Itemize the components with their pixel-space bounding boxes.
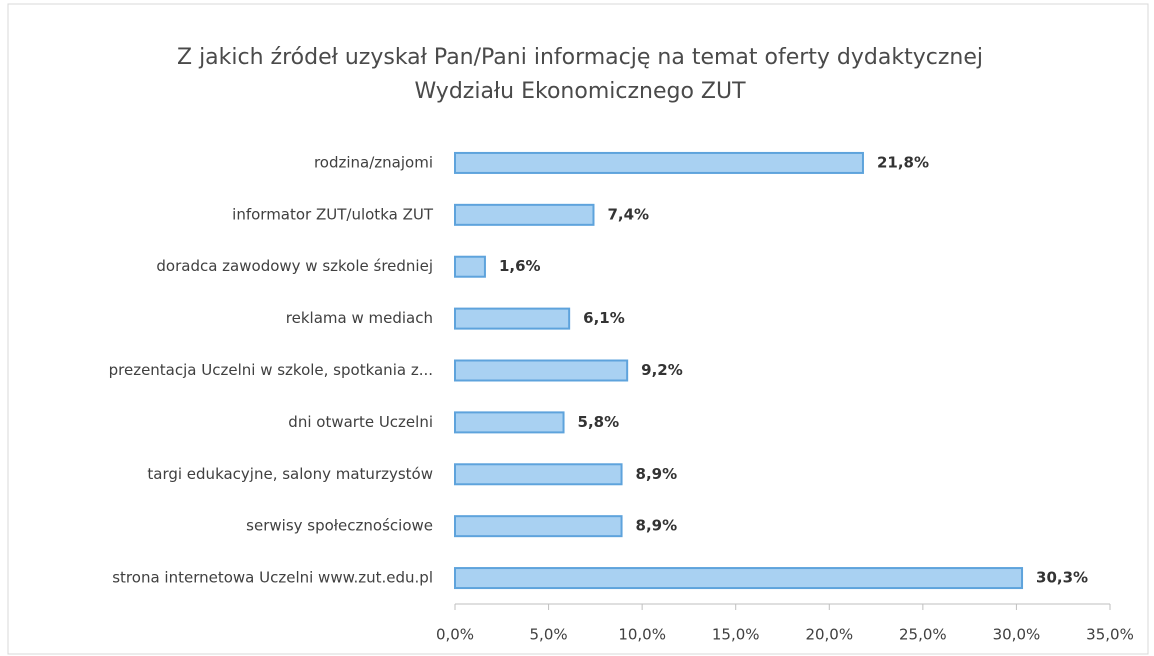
x-tick-label: 25,0%	[899, 626, 947, 644]
y-tick-label: rodzina/znajomi	[314, 153, 433, 171]
data-label: 8,9%	[636, 517, 678, 535]
bar	[454, 151, 864, 174]
data-label: 8,9%	[636, 465, 678, 483]
data-label: 30,3%	[1036, 569, 1088, 587]
y-tick-label: dni otwarte Uczelni	[288, 413, 433, 431]
x-tick-label: 15,0%	[712, 626, 760, 644]
x-tick-label: 35,0%	[1086, 626, 1134, 644]
data-label: 5,8%	[578, 413, 620, 431]
y-tick-label: targi edukacyjne, salony maturzystów	[147, 465, 433, 483]
y-tick-label: doradca zawodowy w szkole średniej	[156, 257, 433, 275]
bar	[454, 567, 1024, 590]
chart-title: Z jakich źródeł uzyskał Pan/Pani informa…	[177, 45, 983, 70]
bar	[454, 255, 486, 278]
y-tick-label: serwisy społecznościowe	[246, 517, 433, 535]
data-label: 6,1%	[583, 309, 625, 327]
x-tick-label: 30,0%	[993, 626, 1041, 644]
data-label: 1,6%	[499, 257, 541, 275]
x-tick-label: 10,0%	[618, 626, 666, 644]
x-tick-label: 5,0%	[530, 626, 568, 644]
bar	[454, 307, 571, 330]
bar	[454, 515, 623, 538]
x-tick-label: 20,0%	[805, 626, 853, 644]
y-tick-label: reklama w mediach	[286, 309, 433, 327]
bar	[454, 203, 595, 226]
data-label: 21,8%	[877, 153, 929, 171]
y-tick-label: prezentacja Uczelni w szkole, spotkania …	[109, 361, 433, 379]
chart-title: Wydziału Ekonomicznego ZUT	[414, 79, 746, 104]
y-tick-label: strona internetowa Uczelni www.zut.edu.p…	[112, 569, 433, 587]
bar	[454, 359, 629, 382]
y-tick-label: informator ZUT/ulotka ZUT	[232, 205, 434, 223]
data-label: 7,4%	[607, 205, 649, 223]
chart-frame	[7, 3, 1149, 655]
bar	[454, 463, 623, 486]
x-tick-label: 0,0%	[436, 626, 474, 644]
bar	[454, 411, 565, 434]
data-label: 9,2%	[641, 361, 683, 379]
